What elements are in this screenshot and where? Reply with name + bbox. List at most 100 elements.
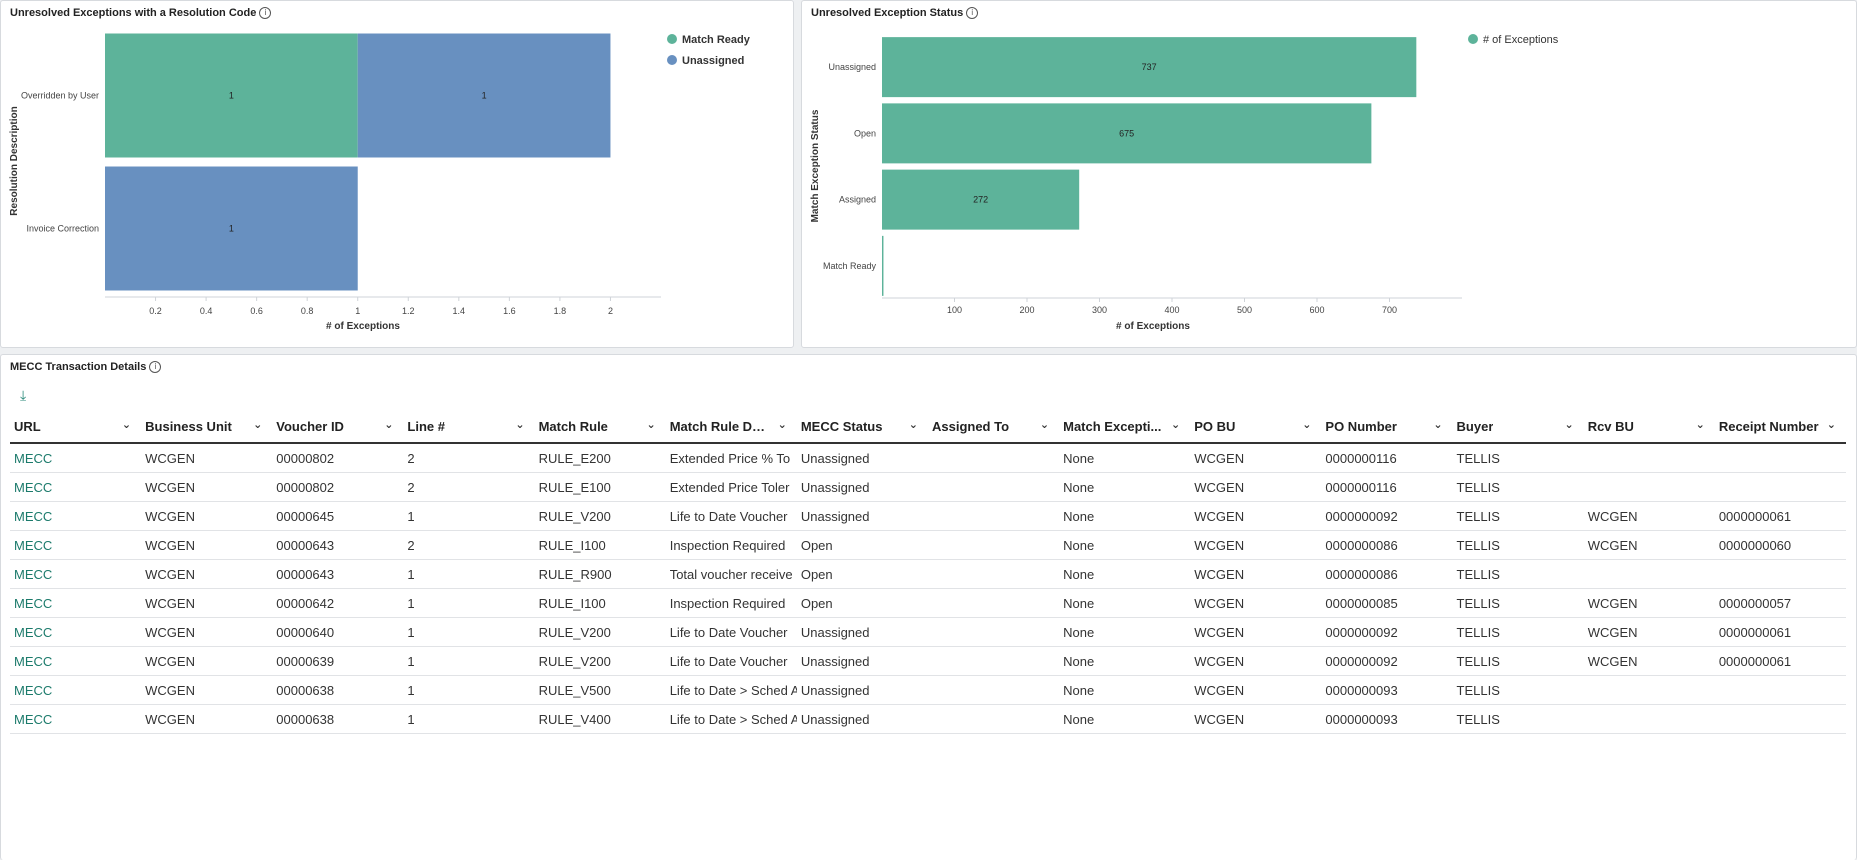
table-row: MECC WCGEN 00000640 1 RULE_V200 Life to Date …	[10, 617, 1846, 647]
table-cell: None	[1059, 617, 1191, 647]
mecc-link[interactable]: MECC	[10, 646, 142, 676]
x-tick-label: 500	[1237, 305, 1252, 315]
table-cell: RULE_V400	[534, 704, 666, 734]
table-cell: Unassigned	[796, 646, 928, 676]
table-cell: 0000000061	[1714, 617, 1846, 647]
data-label: 675	[1119, 128, 1134, 138]
table-cell: 0000000092	[1321, 646, 1453, 676]
table-cell: 00000645	[272, 501, 404, 531]
mecc-link[interactable]: MECC	[10, 530, 142, 560]
column-header-label: Match Rule De...	[669, 419, 770, 435]
chevron-down-icon[interactable]: ⌄	[121, 418, 132, 431]
table-cell: Extended Price Toler	[665, 472, 797, 502]
column-header[interactable]: Match Excepti... ⌄	[1059, 410, 1191, 444]
data-label: 737	[1142, 62, 1157, 72]
chevron-down-icon[interactable]: ⌄	[1695, 418, 1705, 431]
table-cell: None	[1059, 501, 1191, 531]
column-header-label: Buyer	[1456, 419, 1494, 435]
column-header-label: Match Excepti...	[1063, 419, 1162, 435]
x-tick-label: 300	[1092, 305, 1107, 315]
table-cell	[1583, 472, 1715, 502]
chevron-down-icon[interactable]: ⌄	[384, 418, 394, 431]
table-cell: WCGEN	[141, 501, 273, 531]
chevron-down-icon[interactable]: ⌄	[1171, 418, 1181, 431]
table-cell: RULE_I100	[534, 530, 666, 560]
chevron-down-icon[interactable]: ⌄	[908, 418, 918, 431]
column-header[interactable]: PO Number ⌄	[1321, 410, 1453, 444]
table-cell: TELLIS	[1452, 530, 1584, 560]
table-cell: 1	[403, 646, 535, 676]
exception-status-chart: 100 200 300 400 500 600 700 # of Exceptions Matc…	[810, 34, 1559, 332]
mecc-link[interactable]: MECC	[10, 704, 142, 734]
resolution-code-title-wrap: Unresolved Exceptions with a Resolution …	[10, 7, 272, 19]
column-header[interactable]: Voucher ID ⌄	[272, 410, 404, 444]
column-header[interactable]: Assigned To ⌄	[927, 410, 1060, 444]
table-cell: Life to Date Voucher	[665, 501, 797, 531]
column-header[interactable]: PO BU ⌄	[1190, 410, 1322, 444]
table-cell	[927, 472, 1060, 502]
resolution-code-title: Unresolved Exceptions with a Resolution …	[10, 7, 257, 19]
mecc-link[interactable]: MECC	[10, 588, 142, 618]
table-cell: TELLIS	[1452, 443, 1584, 473]
column-header[interactable]: Line # ⌄	[403, 410, 535, 444]
mecc-link[interactable]: MECC	[10, 617, 142, 647]
table-cell: Life to Date Voucher	[665, 617, 797, 647]
table-cell: WCGEN	[1583, 588, 1715, 618]
mecc-link[interactable]: MECC	[10, 501, 142, 531]
chevron-down-icon[interactable]: ⌄	[1826, 418, 1836, 431]
table-cell: Inspection Required	[665, 530, 797, 560]
table-header-row: URL ⌄ Business Unit ⌄ Voucher ID ⌄ Line # ⌄ Matc…	[10, 410, 1846, 444]
table-cell: WCGEN	[1190, 588, 1322, 618]
table-cell: 1	[403, 617, 535, 647]
table-cell	[1583, 559, 1715, 589]
mecc-link[interactable]: MECC	[10, 675, 142, 705]
column-header-label: Business Unit	[145, 419, 232, 435]
table-cell: RULE_V500	[534, 675, 666, 705]
table-cell: WCGEN	[141, 472, 273, 502]
chevron-down-icon[interactable]: ⌄	[253, 418, 263, 431]
chevron-down-icon[interactable]: ⌄	[1039, 418, 1050, 431]
mecc-link[interactable]: MECC	[10, 472, 142, 502]
chevron-down-icon[interactable]: ⌄	[1433, 418, 1443, 431]
table-cell	[1714, 675, 1846, 705]
column-header[interactable]: MECC Status ⌄	[796, 410, 928, 444]
y-category-label: Unassigned	[828, 62, 876, 72]
table-cell: Unassigned	[796, 472, 928, 502]
chevron-down-icon[interactable]: ⌄	[646, 418, 656, 431]
chevron-down-icon[interactable]: ⌄	[515, 418, 525, 431]
legend-swatch	[1468, 34, 1478, 44]
table-cell: TELLIS	[1452, 588, 1584, 618]
download-icon[interactable]: ⤓	[20, 388, 27, 404]
column-header[interactable]: Match Rule De... ⌄	[665, 410, 797, 444]
table-cell: 0000000116	[1321, 443, 1453, 473]
column-header[interactable]: Receipt Number ⌄	[1714, 410, 1846, 444]
column-header[interactable]: URL ⌄	[10, 410, 142, 444]
x-tick-label: 0.2	[149, 306, 162, 316]
table-cell: 00000638	[272, 675, 404, 705]
column-header-label: Rcv BU	[1587, 419, 1634, 435]
mecc-link[interactable]: MECC	[10, 559, 142, 589]
column-header[interactable]: Business Unit ⌄	[141, 410, 273, 444]
table-cell: 0000000093	[1321, 675, 1453, 705]
table-cell: 1	[403, 704, 535, 734]
table-cell: WCGEN	[1583, 501, 1715, 531]
table-cell: TELLIS	[1452, 559, 1584, 589]
exception-status-panel: Unresolved Exception Status i 100 200 300 4…	[801, 0, 1857, 348]
table-cell: RULE_I100	[534, 588, 666, 618]
column-header[interactable]: Match Rule ⌄	[534, 410, 666, 444]
legend-label: # of Exceptions	[1483, 34, 1559, 46]
column-header[interactable]: Buyer ⌄	[1452, 410, 1584, 444]
info-icon[interactable]: i	[259, 7, 272, 19]
info-icon[interactable]: i	[149, 361, 162, 373]
info-icon[interactable]: i	[966, 7, 979, 19]
chevron-down-icon[interactable]: ⌄	[1302, 418, 1312, 431]
y-category-label: Open	[854, 128, 876, 138]
table-cell: None	[1059, 675, 1191, 705]
chevron-down-icon[interactable]: ⌄	[777, 418, 787, 431]
column-header[interactable]: Rcv BU ⌄	[1583, 410, 1715, 444]
mecc-link[interactable]: MECC	[10, 443, 142, 473]
table-cell: None	[1059, 646, 1191, 676]
table-row: MECC WCGEN 00000643 1 RULE_R900 Total voucher…	[10, 559, 1846, 589]
chevron-down-icon[interactable]: ⌄	[1564, 418, 1574, 431]
table-cell: None	[1059, 559, 1191, 589]
